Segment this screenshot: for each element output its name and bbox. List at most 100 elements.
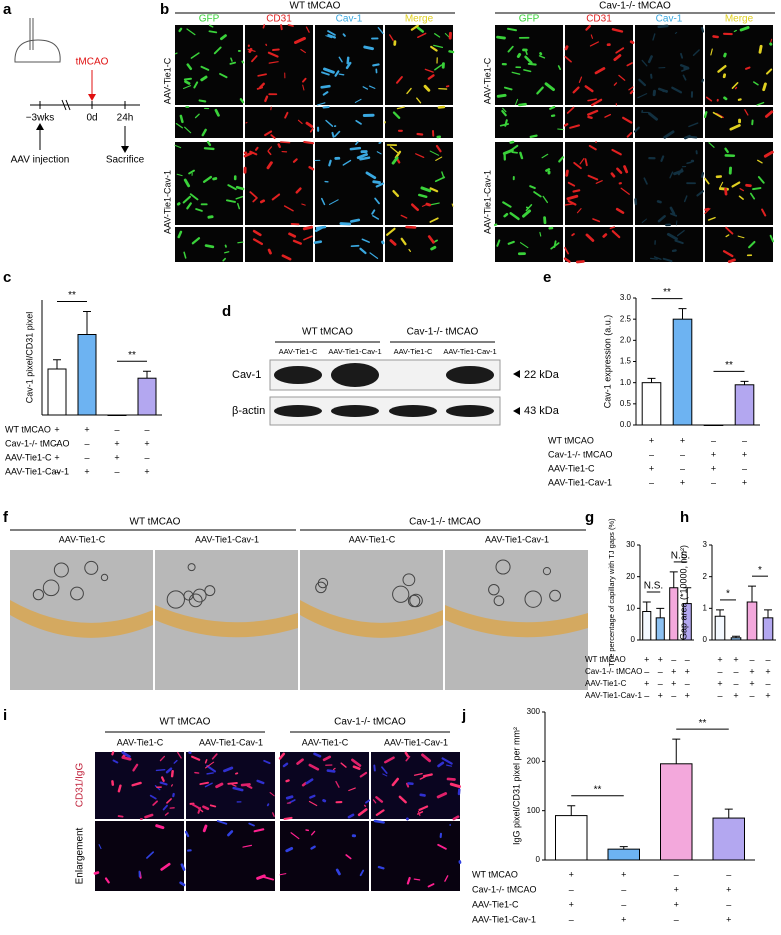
lane-label: AAV-Tie1-C [302, 737, 349, 747]
vessel [303, 140, 314, 145]
vessel [413, 773, 423, 776]
vessel [565, 169, 569, 177]
condition-sign: + [674, 899, 679, 909]
vessel [282, 762, 289, 768]
vessel [183, 251, 187, 259]
vessel [323, 67, 335, 74]
significance-label: ** [663, 287, 671, 298]
vessel [564, 247, 569, 255]
em-vesicle [204, 585, 216, 597]
vessel [300, 48, 306, 54]
vessel [704, 177, 710, 185]
vessel [345, 61, 352, 70]
vessel [342, 33, 346, 37]
vessel [256, 874, 266, 880]
condition-sign: + [726, 884, 731, 894]
condition-sign: + [749, 678, 754, 688]
micrograph [175, 25, 243, 105]
group-title: Cav-1-/- tMCAO [599, 1, 671, 12]
vessel [384, 756, 395, 764]
em-vesicle [524, 590, 542, 608]
vessel [359, 771, 368, 778]
vessel [515, 98, 519, 106]
vessel [496, 239, 501, 247]
vessel [198, 99, 207, 103]
vessel [700, 26, 705, 33]
condition-sign: – [569, 884, 574, 894]
vessel [723, 96, 728, 101]
bar [672, 318, 693, 426]
bar [607, 848, 640, 861]
vessel [616, 167, 623, 174]
vessel [372, 63, 380, 67]
timepoint: 24h [117, 113, 134, 124]
row-label: AAV-Tie1-C [162, 57, 172, 104]
vessel [663, 130, 675, 139]
vessel [656, 200, 662, 204]
vessel [176, 202, 181, 206]
y-axis-label: Cav-1 expression (a.u.) [602, 315, 612, 409]
vessel [641, 218, 648, 224]
vessel [267, 51, 279, 58]
vessel [404, 751, 409, 758]
condition-sign: + [671, 666, 676, 676]
vessel [504, 86, 513, 91]
vessel [406, 876, 411, 885]
group-title: Cav-1-/- tMCAO [334, 717, 406, 728]
em-vesicle [166, 590, 185, 609]
bar [714, 615, 726, 641]
vessel [590, 34, 594, 39]
vessel [669, 171, 674, 179]
condition-sign: + [569, 869, 574, 879]
vessel [356, 153, 368, 160]
vessel [204, 244, 215, 249]
vessel [398, 795, 407, 804]
em-vesicle [315, 581, 327, 594]
event-label: Sacrifice [106, 155, 145, 166]
vessel [389, 239, 397, 246]
vessel [194, 113, 200, 119]
vessel [197, 806, 202, 814]
vessel [525, 204, 533, 212]
micrograph [635, 227, 703, 262]
vessel [567, 200, 577, 206]
vessel [155, 824, 165, 830]
condition-sign: – [621, 899, 626, 909]
vessel [237, 202, 241, 210]
band [446, 366, 494, 384]
condition-label: Cav-1-/- tMCAO [5, 438, 70, 448]
vessel [595, 180, 603, 184]
condition-label: AAV-Tie1-C [585, 679, 627, 688]
panel-label: e [543, 269, 551, 286]
condition-sign: – [717, 666, 722, 676]
vessel [325, 35, 333, 39]
condition-sign: + [649, 435, 654, 445]
vessel [675, 220, 678, 226]
vessel [263, 876, 275, 881]
vessel [725, 226, 734, 235]
channel-label: Merge [405, 14, 434, 25]
panel-label: h [680, 509, 689, 526]
y-tick-label: 20 [626, 572, 635, 581]
vessel [326, 769, 336, 773]
condition-sign: + [711, 449, 716, 459]
vessel [410, 24, 419, 31]
micrograph [705, 25, 773, 105]
vessel [527, 62, 537, 66]
bar [669, 587, 679, 641]
vessel [235, 196, 244, 200]
vessel [376, 151, 382, 155]
vessel [303, 235, 313, 241]
vessel [117, 784, 122, 793]
vessel [524, 55, 533, 65]
vessel [256, 779, 265, 785]
vessel [264, 130, 273, 137]
vessel [203, 147, 215, 151]
micrograph [565, 227, 633, 262]
vessel [757, 176, 765, 184]
channel-label: CD31 [266, 14, 292, 25]
vessel [332, 767, 336, 771]
vessel [519, 242, 529, 249]
vessel [262, 24, 266, 29]
vessel [724, 147, 729, 154]
